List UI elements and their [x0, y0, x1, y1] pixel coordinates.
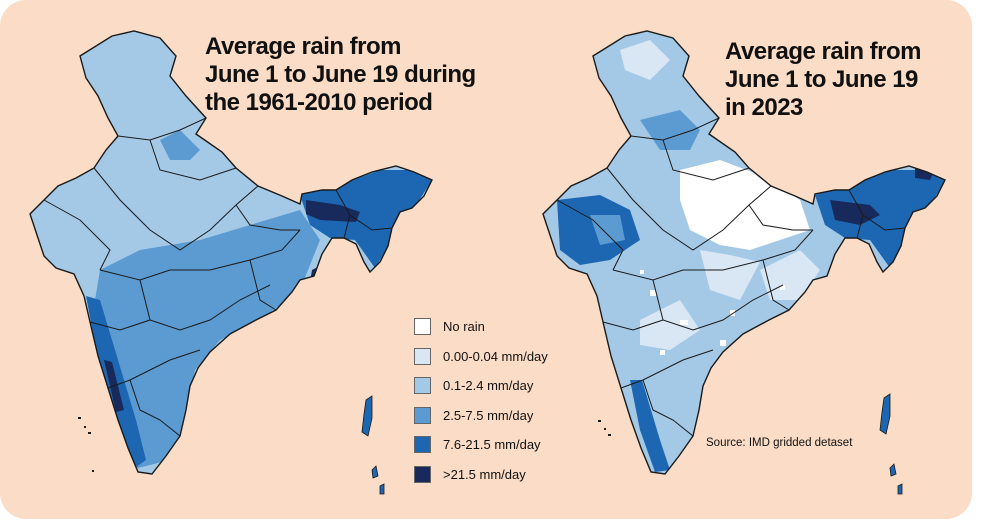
legend-label: >21.5 mm/day: [443, 466, 526, 482]
legend-swatch: [414, 347, 431, 365]
title-left-line-2: June 1 to June 19 during: [205, 61, 476, 88]
legend-item-trace: 0.00-0.04 mm/day: [414, 342, 614, 372]
title-1961-2010: Average rain from June 1 to June 19 duri…: [205, 33, 525, 117]
title-left-line-1: Average rain from: [205, 33, 402, 60]
source-credit: Source: IMD gridded detaset: [706, 437, 853, 449]
legend-label: 0.1-2.4 mm/day: [443, 378, 534, 394]
title-right-line-1: Average rain from: [725, 38, 922, 65]
legend: No rain 0.00-0.04 mm/day 0.1-2.4 mm/day …: [414, 312, 614, 489]
legend-item-very-heavy: >21.5 mm/day: [414, 460, 614, 490]
legend-swatch: [414, 377, 431, 395]
title-left-line-3: the 1961-2010 period: [205, 89, 433, 116]
legend-label: 0.00-0.04 mm/day: [443, 348, 548, 364]
legend-swatch: [414, 318, 431, 336]
lakshadweep-islands-left: [78, 417, 94, 472]
legend-item-moderate: 2.5-7.5 mm/day: [414, 401, 614, 431]
legend-swatch: [414, 465, 431, 483]
legend-swatch: [414, 436, 431, 454]
state-boundaries-left: [43, 117, 393, 437]
legend-item-low: 0.1-2.4 mm/day: [414, 371, 614, 401]
map-2023: [542, 30, 946, 495]
legend-label: No rain: [443, 319, 485, 335]
rainfall-fill-right: [557, 40, 945, 472]
lakshadweep-islands-right: [598, 420, 611, 436]
map-1961-2010: [29, 30, 433, 495]
legend-label: 7.6-21.5 mm/day: [443, 437, 541, 453]
title-right-line-3: in 2023: [725, 94, 803, 121]
rainfall-fill-left: [86, 130, 432, 470]
andaman-islands-right: [879, 393, 903, 495]
legend-label: 2.5-7.5 mm/day: [443, 407, 534, 423]
andaman-islands-left: [361, 395, 385, 495]
legend-swatch: [414, 406, 431, 424]
state-boundaries-right: [556, 117, 906, 437]
title-2023: Average rain from June 1 to June 19 in 2…: [725, 38, 965, 122]
legend-item-no-rain: No rain: [414, 312, 614, 342]
title-right-line-2: June 1 to June 19: [725, 66, 918, 93]
legend-item-heavy: 7.6-21.5 mm/day: [414, 430, 614, 460]
